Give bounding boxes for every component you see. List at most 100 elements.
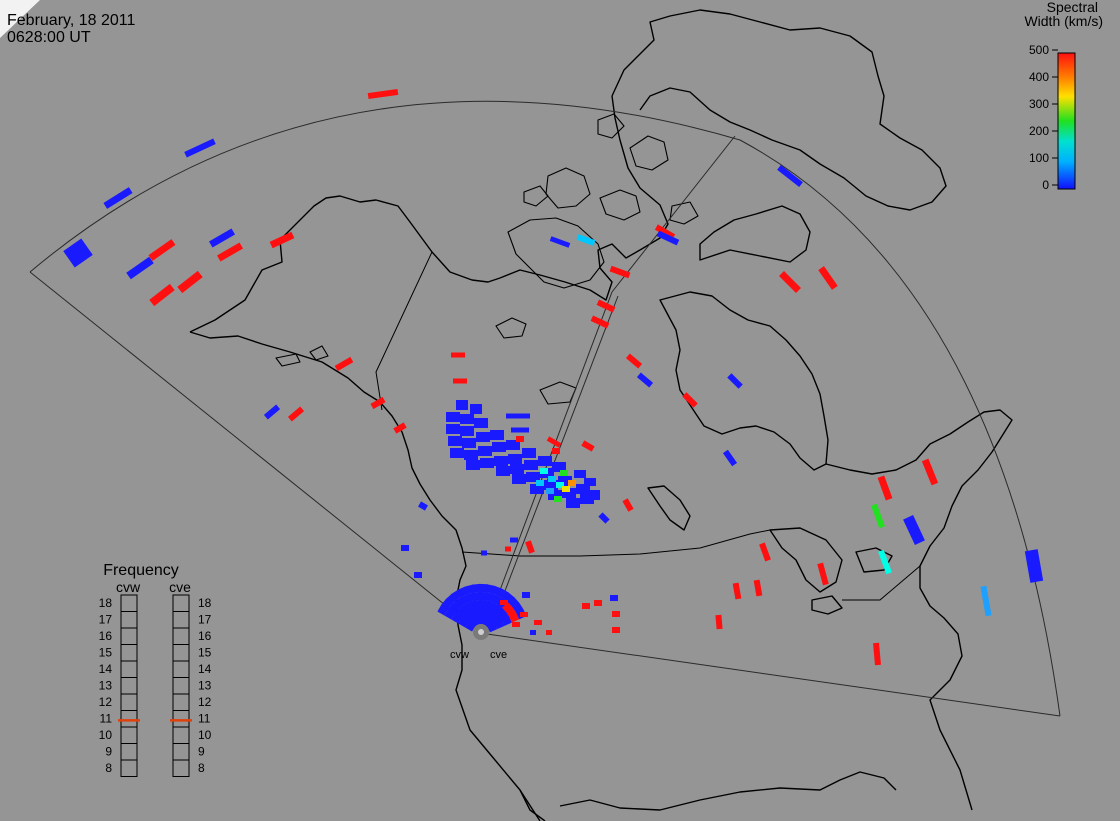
scatter-cell (562, 486, 570, 492)
freq-tick-right: 13 (198, 679, 212, 693)
scatter-cell (568, 480, 576, 486)
scatter-cell (486, 621, 498, 633)
scatter-cell (450, 448, 464, 458)
scatter-cell (496, 466, 510, 476)
scatter-cell (393, 422, 407, 434)
scatter-cell (548, 476, 556, 482)
scatter-cell (510, 464, 524, 474)
scatter-cell (506, 440, 520, 450)
colorbar-title-line2: Width (km/s) (1024, 13, 1103, 29)
scatter-cell (103, 187, 133, 209)
scatter-cell (622, 498, 634, 512)
frequency-left-label: cvw (116, 579, 141, 595)
freq-tick-left: 11 (100, 712, 113, 726)
freq-tick-right: 11 (198, 712, 211, 726)
scatter-cell (446, 424, 460, 434)
scatter-cell (508, 612, 520, 623)
scatter-cell (263, 404, 281, 420)
colorbar-tick-label: 100 (1029, 151, 1049, 165)
freq-tick-left: 16 (99, 629, 113, 643)
scatter-cell (759, 542, 771, 562)
scatter-cell (590, 490, 600, 500)
scatter-cell (530, 630, 536, 635)
scatter-cell (370, 396, 386, 410)
freq-cell-cvw (120, 759, 138, 777)
scatter-cell (817, 562, 829, 586)
scatter-cell (584, 478, 596, 486)
radar-sites: cvw cve (450, 624, 507, 661)
scatter-cell (470, 404, 482, 414)
scatter-cell (594, 600, 602, 606)
gulf-coast (559, 771, 897, 811)
scatter-cell (401, 545, 409, 551)
scatter-cell (460, 426, 474, 436)
date-label: February, 18 2011 (7, 12, 135, 29)
scatter-cell (582, 603, 590, 609)
scatter-cell (184, 138, 216, 158)
freq-tick-left: 17 (99, 613, 113, 627)
scatter-cell (508, 454, 522, 464)
scatter-cell (479, 583, 488, 593)
alaska-coast (189, 195, 501, 333)
scatter-cell (453, 378, 467, 384)
frequency-right-label: cve (169, 579, 191, 595)
scatter-cell (512, 622, 520, 627)
colorbar-tick-label: 200 (1029, 124, 1049, 138)
alaska-canada-border (375, 251, 433, 411)
scatter-cell (480, 458, 494, 468)
radar-fov (29, 100, 1061, 717)
fov-arc (29, 100, 1061, 717)
scatter-cell (877, 475, 893, 501)
freq-tick-right: 18 (198, 596, 212, 610)
scatter-cell (777, 165, 803, 187)
scatter-cell (560, 470, 568, 476)
scatter-cell (177, 270, 203, 294)
scatter-cell (526, 472, 540, 482)
scatter-cell (525, 540, 535, 554)
scatter-cell (610, 595, 618, 601)
scatter-cell (511, 427, 529, 433)
freq-tick-right: 12 (198, 695, 212, 709)
scatter-cell (544, 480, 558, 490)
coastlines (189, 9, 1013, 821)
scatter-cell (562, 488, 576, 498)
scatter-cell (727, 373, 743, 389)
scatter-cell (656, 230, 680, 246)
frequency-panel: Frequency cvw cve 18 18 17 17 16 16 15 15 14 14 13… (99, 562, 212, 777)
fov-right-edge (479, 632, 1061, 717)
scatter-cell (367, 88, 399, 100)
colorbar-ticks: 500 400 300 200 100 0 (1029, 43, 1058, 192)
freq-tick-right: 14 (198, 662, 212, 676)
scatter-cell (269, 231, 295, 249)
scatter-cell (1024, 549, 1044, 583)
scatter-cell (476, 432, 490, 442)
scatter-cell (505, 546, 511, 552)
scatter-cell (625, 353, 643, 369)
freq-tick-right: 10 (198, 728, 212, 742)
scatter-cell (448, 436, 462, 446)
colorbar-title-line1: Spectral (1047, 0, 1098, 15)
scatter-cell (500, 600, 508, 605)
scatter-cell (456, 400, 468, 410)
scatter-cell (871, 503, 885, 529)
scatter-cell (493, 618, 505, 630)
scatter-cell (581, 440, 595, 452)
quebec-atlantic-coast (825, 409, 1013, 811)
scatter-cell (921, 458, 939, 486)
scatter-cell (149, 283, 175, 307)
scatter-cell (612, 611, 620, 617)
scatter-cell (554, 496, 562, 502)
freq-tick-left: 12 (99, 695, 113, 709)
scatter-cell (878, 549, 892, 575)
colorbar-tick-label: 0 (1042, 178, 1049, 192)
colorbar-tick-label: 300 (1029, 97, 1049, 111)
scatter-cell (451, 352, 465, 358)
scatter-cell (462, 438, 476, 448)
spectral-width-colorbar: Spectral Width (km/s) 500 400 300 200 100 0 (1024, 0, 1103, 192)
scatter-cell (524, 460, 538, 470)
freq-tick-left: 9 (105, 745, 112, 759)
colorbar-gradient (1057, 52, 1076, 190)
beam-line-1 (484, 135, 736, 631)
